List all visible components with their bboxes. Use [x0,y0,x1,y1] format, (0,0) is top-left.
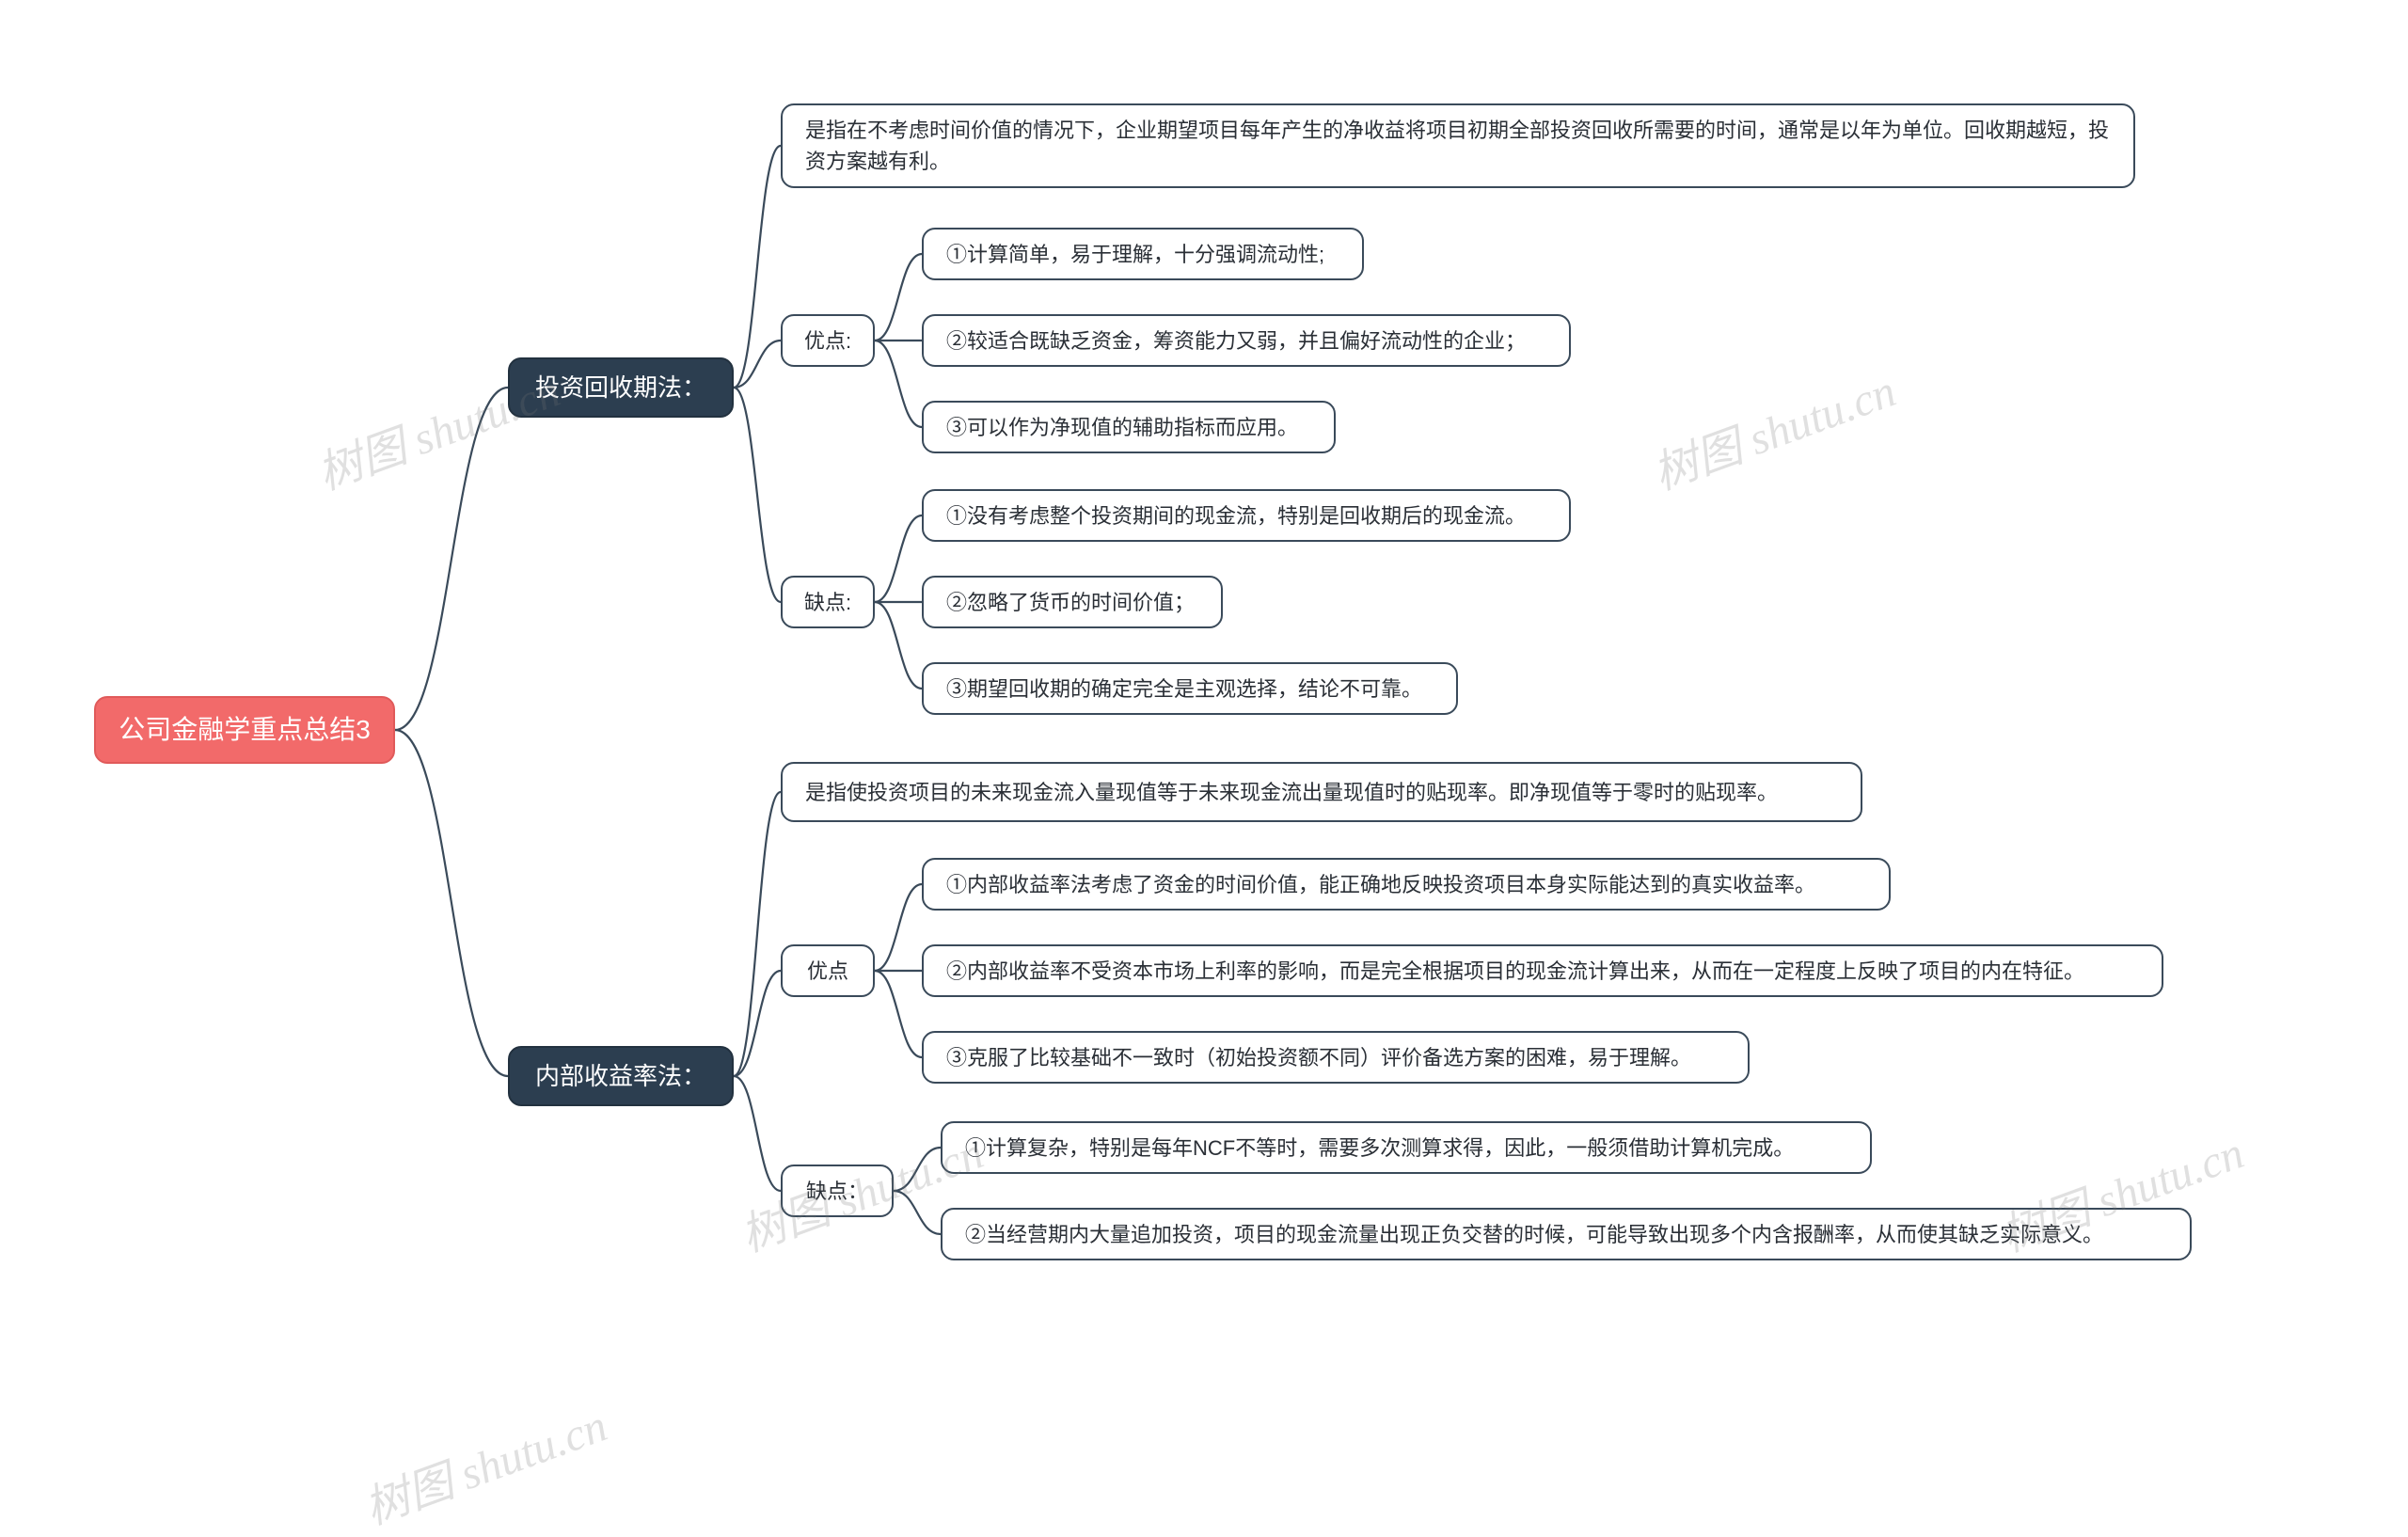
leaf-node-0-2-0-label: ①没有考虑整个投资期间的现金流，特别是回收期后的现金流。 [946,500,1526,531]
connector [734,341,781,388]
sub-node-0-2[interactable]: 缺点: [781,576,875,628]
connector [395,730,508,1076]
sub-node-0-1[interactable]: 优点: [781,314,875,367]
leaf-node-0-0-label: 是指在不考虑时间价值的情况下，企业期望项目每年产生的净收益将项目初期全部投资回收… [805,115,2111,177]
connector [734,388,781,602]
connector [894,1191,941,1234]
connector [734,1076,781,1191]
leaf-node-0-0[interactable]: 是指在不考虑时间价值的情况下，企业期望项目每年产生的净收益将项目初期全部投资回收… [781,103,2135,188]
sub-node-1-2-label: 缺点： [806,1176,868,1207]
connector [894,1148,941,1191]
branch-node-1-label: 内部收益率法： [535,1058,706,1095]
watermark: 树图 shutu.cn [354,1388,614,1537]
connector [875,971,922,1057]
leaf-node-0-2-2[interactable]: ③期望回收期的确定完全是主观选择，结论不可靠。 [922,662,1458,715]
sub-node-0-2-label: 缺点: [804,587,851,618]
leaf-node-1-1-0-label: ①内部收益率法考虑了资金的时间价值，能正确地反映投资项目本身实际能达到的真实收益… [946,869,1815,900]
leaf-node-1-1-1[interactable]: ②内部收益率不受资本市场上利率的影响，而是完全根据项目的现金流计算出来，从而在一… [922,944,2163,997]
leaf-node-0-1-1[interactable]: ②较适合既缺乏资金，筹资能力又弱，并且偏好流动性的企业； [922,314,1571,367]
connector [875,254,922,341]
watermark: 树图 shutu.cn [1642,354,1903,502]
connector [875,341,922,427]
leaf-node-0-1-0[interactable]: ①计算简单，易于理解，十分强调流动性; [922,228,1364,280]
connector [734,146,781,388]
leaf-node-1-1-2[interactable]: ③克服了比较基础不一致时（初始投资额不同）评价备选方案的困难，易于理解。 [922,1031,1750,1084]
root-label: 公司金融学重点总结3 [119,710,371,750]
leaf-node-0-2-1-label: ②忽略了货币的时间价值； [946,587,1195,618]
connector [734,971,781,1076]
leaf-node-0-1-2-label: ③可以作为净现值的辅助指标而应用。 [946,412,1298,443]
leaf-node-0-2-1[interactable]: ②忽略了货币的时间价值； [922,576,1223,628]
leaf-node-1-1-2-label: ③克服了比较基础不一致时（初始投资额不同）评价备选方案的困难，易于理解。 [946,1042,1691,1073]
leaf-node-1-2-1[interactable]: ②当经营期内大量追加投资，项目的现金流量出现正负交替的时候，可能导致出现多个内含… [941,1208,2192,1260]
branch-node-0[interactable]: 投资回收期法： [508,357,734,418]
leaf-node-0-2-0[interactable]: ①没有考虑整个投资期间的现金流，特别是回收期后的现金流。 [922,489,1571,542]
sub-node-0-1-label: 优点: [804,325,851,357]
connector [875,602,922,689]
root-node[interactable]: 公司金融学重点总结3 [94,696,395,764]
leaf-node-1-1-1-label: ②内部收益率不受资本市场上利率的影响，而是完全根据项目的现金流计算出来，从而在一… [946,956,2084,987]
leaf-node-1-0-label: 是指使投资项目的未来现金流入量现值等于未来现金流出量现值时的贴现率。即净现值等于… [805,777,1778,808]
leaf-node-0-1-1-label: ②较适合既缺乏资金，筹资能力又弱，并且偏好流动性的企业； [946,325,1526,357]
connector [734,792,781,1076]
connector [395,388,508,730]
leaf-node-1-1-0[interactable]: ①内部收益率法考虑了资金的时间价值，能正确地反映投资项目本身实际能达到的真实收益… [922,858,1891,911]
leaf-node-1-2-0[interactable]: ①计算复杂，特别是每年NCF不等时，需要多次测算求得，因此，一般须借助计算机完成… [941,1121,1872,1174]
sub-node-1-1-label: 优点 [807,956,848,987]
branch-node-1[interactable]: 内部收益率法： [508,1046,734,1106]
leaf-node-1-0[interactable]: 是指使投资项目的未来现金流入量现值等于未来现金流出量现值时的贴现率。即净现值等于… [781,762,1862,822]
connector [875,515,922,602]
sub-node-1-1[interactable]: 优点 [781,944,875,997]
sub-node-1-2[interactable]: 缺点： [781,1165,894,1217]
branch-node-0-label: 投资回收期法： [535,370,706,406]
leaf-node-1-2-0-label: ①计算复杂，特别是每年NCF不等时，需要多次测算求得，因此，一般须借助计算机完成… [965,1133,1794,1164]
leaf-node-0-2-2-label: ③期望回收期的确定完全是主观选择，结论不可靠。 [946,673,1422,705]
leaf-node-1-2-1-label: ②当经营期内大量追加投资，项目的现金流量出现正负交替的时候，可能导致出现多个内含… [965,1219,2103,1250]
leaf-node-0-1-2[interactable]: ③可以作为净现值的辅助指标而应用。 [922,401,1336,453]
leaf-node-0-1-0-label: ①计算简单，易于理解，十分强调流动性; [946,239,1324,270]
connector [875,884,922,971]
